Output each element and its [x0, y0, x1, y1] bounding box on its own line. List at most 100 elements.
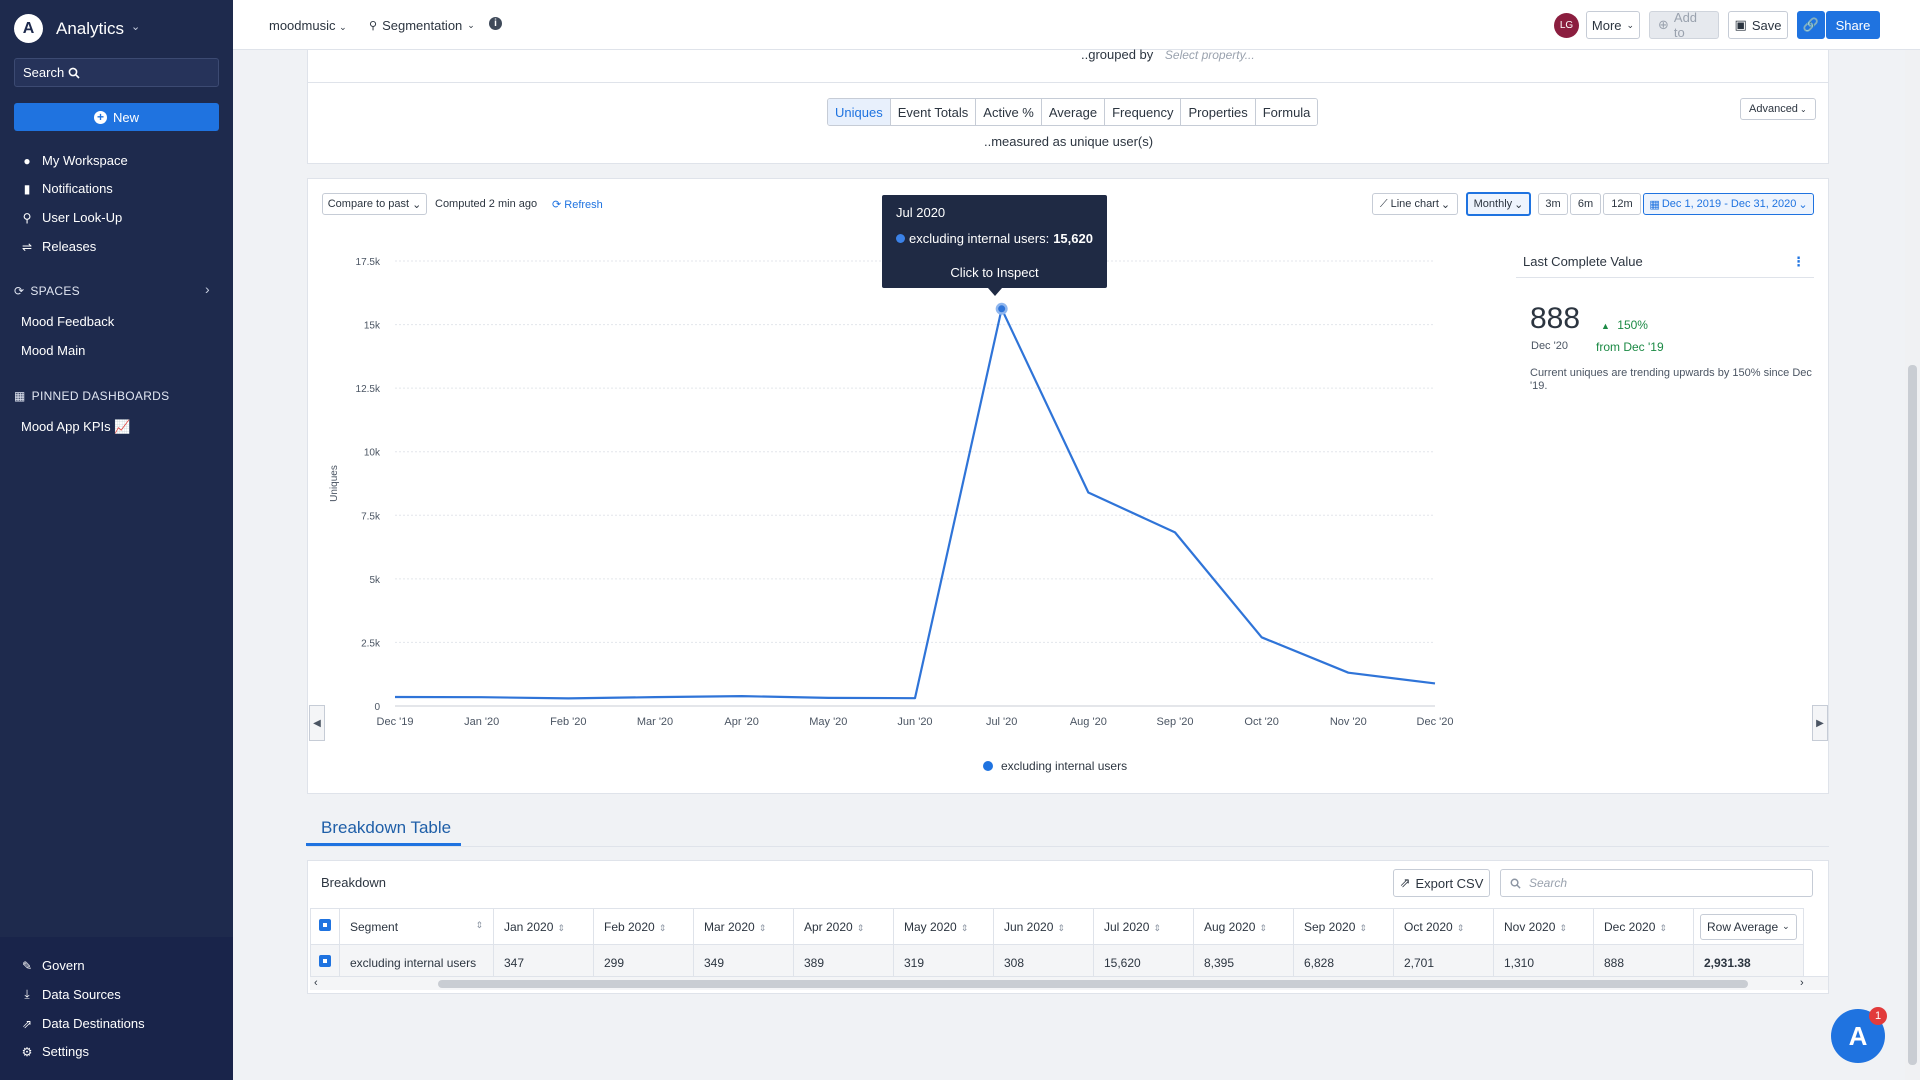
tab-breakdown-table[interactable]: Breakdown Table: [321, 818, 452, 837]
sidebar-item-data-destinations[interactable]: ⇗ Data Destinations: [20, 1016, 145, 1031]
range-12m[interactable]: 12m: [1603, 193, 1641, 215]
add-to-button[interactable]: ⊕ Add to: [1649, 10, 1719, 40]
sidebar-item-releases[interactable]: ⇌ Releases: [20, 239, 96, 254]
amplitude-logo-icon[interactable]: A: [14, 14, 43, 43]
tab-active-percent[interactable]: Active %: [976, 99, 1042, 125]
sidebar-item-user-lookup[interactable]: ⚲ User Look-Up: [20, 210, 123, 225]
spaces-label: SPACES: [30, 284, 80, 298]
chevron-right-icon[interactable]: ›: [205, 281, 210, 297]
app-title[interactable]: Analytics: [56, 19, 125, 38]
column-header[interactable]: Apr 2020 ⇕: [793, 908, 894, 945]
column-header[interactable]: Oct 2020 ⇕: [1393, 908, 1494, 945]
kebab-menu-icon[interactable]: ⋮: [1792, 254, 1805, 269]
line-chart-button[interactable]: ⟋ Line chart ⌄: [1372, 193, 1458, 215]
sort-icon: ⇕: [856, 922, 865, 933]
range-3m[interactable]: 3m: [1538, 193, 1568, 215]
advanced-button[interactable]: Advanced ⌄: [1740, 98, 1816, 120]
share-button[interactable]: Share: [1826, 11, 1880, 39]
scrollbar-thumb[interactable]: [438, 980, 1748, 988]
chevron-down-icon[interactable]: ⌄: [131, 21, 141, 33]
column-header[interactable]: Aug 2020 ⇕: [1193, 908, 1294, 945]
checkbox[interactable]: [319, 919, 331, 931]
checkbox[interactable]: [319, 955, 331, 967]
sidebar-item-my-workspace[interactable]: ● My Workspace: [20, 153, 127, 168]
column-header[interactable]: Segment ⇕: [339, 908, 494, 945]
grouped-by[interactable]: ..grouped by Select property...: [1081, 47, 1255, 62]
save-button[interactable]: ▣ Save: [1728, 11, 1788, 39]
range-6m[interactable]: 6m: [1570, 193, 1601, 215]
column-header-label: Feb 2020: [604, 919, 655, 934]
column-header[interactable]: Jun 2020 ⇕: [993, 908, 1094, 945]
spaces-section[interactable]: ⟳ SPACES: [14, 284, 80, 298]
row-average-dropdown[interactable]: Row Average ⌄: [1700, 913, 1797, 940]
compare-to-past-button[interactable]: Compare to past ⌄: [322, 193, 427, 215]
pinned-dashboard-item[interactable]: Mood App KPIs 📈: [21, 419, 131, 434]
interval-label: Monthly: [1473, 198, 1513, 210]
chevron-down-icon: ⌄: [1782, 921, 1790, 931]
sidebar-search[interactable]: Search: [14, 58, 219, 87]
table-row[interactable]: excluding internal users 347 299 349 389…: [310, 944, 1804, 981]
vertical-scrollbar[interactable]: [1905, 50, 1920, 1080]
space-item[interactable]: Mood Main: [21, 343, 86, 358]
table-cell: excluding internal users: [339, 944, 494, 981]
avatar[interactable]: LG: [1554, 13, 1579, 38]
column-header-label: Aug 2020: [1204, 919, 1256, 934]
row-average-header[interactable]: Row Average ⌄: [1693, 908, 1804, 945]
more-button[interactable]: More ⌄: [1586, 11, 1640, 39]
refresh-button[interactable]: ⟳ Refresh: [552, 198, 603, 211]
tab-average[interactable]: Average: [1041, 99, 1106, 125]
x-tick-label: Oct '20: [1244, 716, 1279, 728]
project-selector[interactable]: moodmusic ⌄: [269, 18, 347, 33]
chart-next-arrow[interactable]: ▶: [1812, 705, 1828, 741]
chart-tooltip[interactable]: Jul 2020 excluding internal users: 15,62…: [882, 195, 1107, 296]
legend-dot-icon: [983, 761, 993, 771]
info-icon[interactable]: i: [489, 17, 502, 30]
sidebar-item-settings[interactable]: ⚙ Settings: [20, 1044, 89, 1059]
interval-button[interactable]: Monthly ⌄: [1466, 192, 1531, 216]
scrollbar-thumb[interactable]: [1908, 365, 1917, 1065]
scroll-left-icon[interactable]: ‹: [314, 977, 318, 989]
export-csv-button[interactable]: ⇗ Export CSV: [1393, 869, 1490, 897]
column-header[interactable]: Feb 2020 ⇕: [593, 908, 694, 945]
sidebar-item-data-sources[interactable]: ⤓ Data Sources: [20, 987, 120, 1002]
chart-legend[interactable]: excluding internal users: [983, 759, 1127, 773]
tab-formula[interactable]: Formula: [1255, 99, 1318, 125]
top-bar: moodmusic ⌄ ⚲ Segmentation ⌄ i LG More ⌄…: [233, 0, 1920, 50]
x-tick-label: Jul '20: [986, 716, 1017, 728]
sort-icon: ⇕: [658, 922, 667, 933]
select-all-checkbox-cell[interactable]: [310, 908, 340, 945]
column-header[interactable]: Jan 2020 ⇕: [493, 908, 594, 945]
copy-link-button[interactable]: 🔗: [1797, 11, 1825, 39]
tab-uniques[interactable]: Uniques: [828, 99, 891, 125]
column-header[interactable]: Dec 2020 ⇕: [1593, 908, 1694, 945]
scroll-right-icon[interactable]: ›: [1800, 977, 1804, 989]
chart-type-selector[interactable]: ⚲ Segmentation ⌄: [369, 18, 475, 33]
space-item[interactable]: Mood Feedback: [21, 314, 115, 329]
breakdown-title: Breakdown: [321, 875, 387, 890]
line-chart[interactable]: 0 2.5k 5k 7.5k 10k 12.5k 15k 17.5k Dec '19 Jan '2…: [305, 190, 1455, 740]
new-button[interactable]: + New: [14, 103, 219, 131]
column-header[interactable]: Sep 2020 ⇕: [1293, 908, 1394, 945]
sidebar: A Analytics ⌄ Search + New ● My Workspac…: [0, 0, 233, 1080]
column-header[interactable]: May 2020 ⇕: [893, 908, 994, 945]
chevron-down-icon: ⌄: [1440, 198, 1451, 211]
grouped-by-placeholder[interactable]: Select property...: [1164, 48, 1255, 62]
column-header[interactable]: Nov 2020 ⇕: [1493, 908, 1594, 945]
save-label: Save: [1751, 17, 1782, 33]
tab-event-totals[interactable]: Event Totals: [890, 99, 977, 125]
table-search-input[interactable]: [1529, 876, 1789, 890]
column-header[interactable]: Jul 2020 ⇕: [1093, 908, 1194, 945]
sidebar-item-govern[interactable]: ✎ Govern: [20, 958, 85, 973]
tab-frequency[interactable]: Frequency: [1105, 99, 1182, 125]
table-search[interactable]: [1500, 869, 1813, 897]
tab-properties[interactable]: Properties: [1181, 99, 1256, 125]
chart-prev-arrow[interactable]: ◀: [309, 705, 325, 741]
horizontal-scrollbar[interactable]: ‹ ›: [310, 976, 1828, 990]
sidebar-item-notifications[interactable]: ▮ Notifications: [20, 181, 113, 196]
delta-badge: ▲ 150%: [1601, 318, 1648, 332]
refresh-label: Refresh: [564, 199, 603, 211]
date-range-picker[interactable]: ▦ Dec 1, 2019 - Dec 31, 2020 ⌄: [1643, 193, 1814, 215]
tooltip-inspect-link[interactable]: Click to Inspect: [950, 265, 1039, 280]
column-header[interactable]: Mar 2020 ⇕: [693, 908, 794, 945]
sidebar-item-label: User Look-Up: [42, 210, 123, 225]
